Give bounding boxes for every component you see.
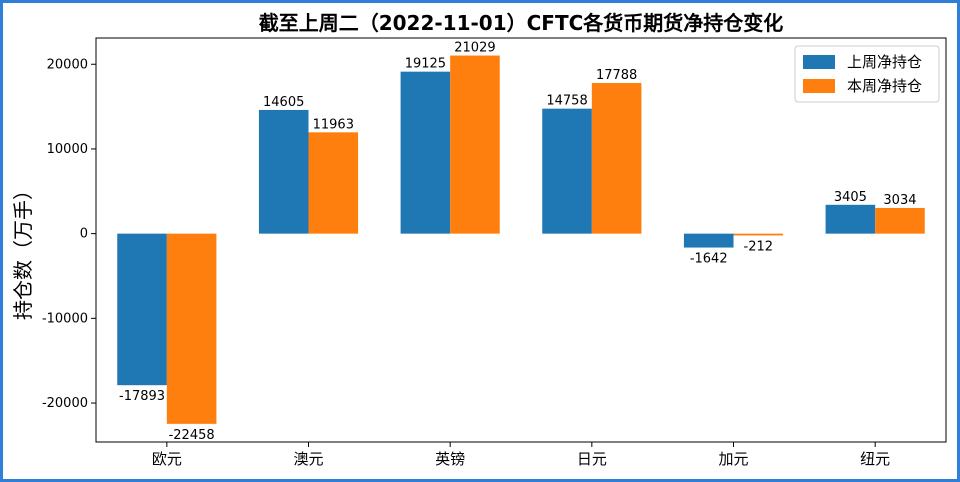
y-tick-label: -10000 <box>42 311 88 326</box>
bar-last-week <box>400 71 451 234</box>
bar-value-label: 11963 <box>313 117 354 132</box>
plot-area-frame <box>95 37 947 443</box>
bar-last-week <box>683 233 734 248</box>
bar-this-week <box>875 207 925 234</box>
bar-value-label: -22458 <box>169 428 215 443</box>
x-category-label: 日元 <box>577 450 607 468</box>
x-category-label: 澳元 <box>293 450 323 468</box>
bars-group <box>117 55 925 424</box>
bar-value-label: 19125 <box>405 57 446 72</box>
bar-last-week <box>258 109 309 234</box>
legend-swatch <box>803 55 835 69</box>
bar-value-label: 14605 <box>263 95 304 110</box>
bar-this-week <box>591 82 642 234</box>
bar-value-label: 21029 <box>454 41 495 56</box>
bar-value-label: -1642 <box>690 252 728 267</box>
bar-value-label: -212 <box>744 239 774 254</box>
legend-label: 上周净持仓 <box>847 53 922 71</box>
bar-last-week <box>117 233 167 386</box>
x-category-label: 英镑 <box>435 450 465 468</box>
bar-this-week <box>166 233 217 424</box>
y-tick-label: -20000 <box>42 396 88 411</box>
x-category-label: 加元 <box>718 450 748 468</box>
y-axis: -20000 -10000 0 10000 20000 <box>42 57 96 411</box>
y-tick-label: 10000 <box>47 142 88 157</box>
data-labels-group: -17893 -22458 14605 11963 19125 21029 14758 177… <box>119 41 916 443</box>
legend-label: 本周净持仓 <box>847 77 922 95</box>
x-category-label: 纽元 <box>860 450 890 468</box>
y-axis-label: 持仓数（万手） <box>11 180 35 320</box>
x-axis: 欧元 澳元 英镑 日元 加元 纽元 <box>152 442 890 468</box>
bar-value-label: 3405 <box>834 190 867 205</box>
legend-swatch <box>803 79 835 93</box>
bar-value-label: -17893 <box>119 389 165 404</box>
bar-last-week <box>825 204 876 234</box>
bar-value-label: 14758 <box>546 94 587 109</box>
bar-last-week <box>542 108 592 234</box>
y-tick-label: 0 <box>80 227 88 242</box>
y-tick-label: 20000 <box>47 57 88 72</box>
x-category-label: 欧元 <box>152 450 182 468</box>
bar-value-label: 3034 <box>883 193 916 208</box>
bar-value-label: 17788 <box>596 68 637 83</box>
bar-this-week <box>308 132 359 234</box>
bar-this-week <box>733 233 784 236</box>
chart-title: 截至上周二（2022-11-01）CFTC各货币期货净持仓变化 <box>259 11 784 35</box>
bar-this-week <box>450 55 500 234</box>
